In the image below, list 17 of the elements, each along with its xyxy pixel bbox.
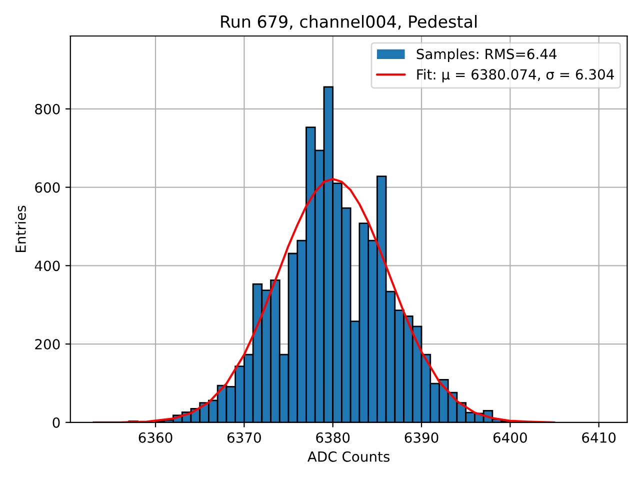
x-tick-label: 6400 bbox=[493, 432, 527, 443]
legend-label: Fit: μ = 6380.074, σ = 6.304 bbox=[417, 68, 614, 82]
y-tick-label: 600 bbox=[35, 182, 60, 193]
y-axis-title: Entries bbox=[15, 206, 26, 252]
x-tick-label: 6410 bbox=[582, 432, 616, 443]
legend-label: Samples: RMS=6.44 bbox=[416, 48, 557, 62]
y-tick-label: 400 bbox=[34, 260, 60, 272]
x-tick-label: 6380 bbox=[316, 432, 350, 443]
chart-title: Run 679, channel004, Pedestal bbox=[221, 15, 477, 30]
y-tick-label: 200 bbox=[35, 338, 60, 350]
x-tick-label: 6370 bbox=[227, 432, 261, 443]
x-tick-label: 6360 bbox=[138, 432, 172, 443]
x-axis-title: ADC Counts bbox=[308, 451, 390, 462]
y-tick-label: 800 bbox=[35, 104, 60, 114]
y-tick-label: 0 bbox=[52, 417, 60, 428]
line-series bbox=[92, 178, 556, 422]
x-tick-label: 6390 bbox=[404, 432, 438, 443]
